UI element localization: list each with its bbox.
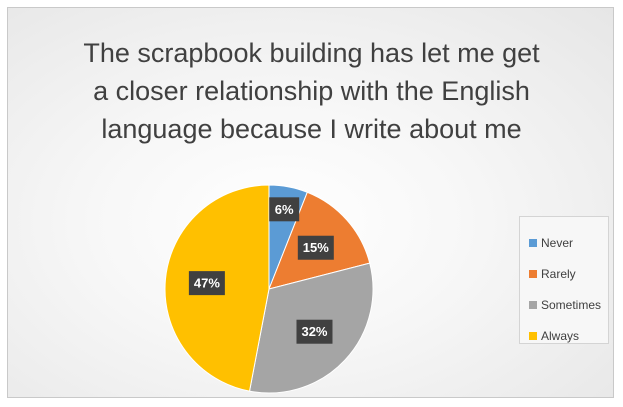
legend-item-never: Never (529, 227, 608, 258)
legend-swatch-never (529, 238, 537, 247)
legend-swatch-sometimes (529, 300, 537, 309)
data-label-text-rarely: 15% (303, 240, 329, 255)
chart-area: The scrapbook building has let me get a … (7, 7, 614, 398)
data-label-box-rarely (297, 235, 334, 260)
data-label-always: 47% (188, 271, 225, 296)
chart-title: The scrapbook building has let me get a … (28, 34, 595, 148)
data-label-sometimes: 32% (296, 319, 333, 344)
legend-item-sometimes: Sometimes (529, 289, 608, 320)
legend-item-rarely: Rarely (529, 258, 608, 289)
pie-chart: 6% 15% 32% 47% (164, 184, 374, 394)
chart-title-line-3: language because I write about me (101, 114, 522, 144)
legend-label-sometimes: Sometimes (541, 297, 602, 312)
data-label-rarely: 15% (297, 235, 334, 260)
legend: Never Rarely Sometimes Always (519, 216, 609, 344)
data-label-never: 6% (269, 197, 300, 222)
chart-title-line-1: The scrapbook building has let me get (83, 38, 540, 68)
legend-label-always: Always (541, 328, 580, 343)
legend-swatch-rarely (529, 269, 537, 278)
legend-swatch-always (529, 331, 537, 340)
legend-label-rarely: Rarely (541, 266, 576, 281)
data-label-box-never (269, 197, 300, 222)
legend-label-never: Never (541, 235, 574, 250)
data-label-text-sometimes: 32% (301, 324, 327, 339)
data-label-box-sometimes (296, 319, 333, 344)
data-label-text-never: 6% (275, 202, 294, 217)
data-label-box-always (188, 271, 225, 296)
legend-item-always: Always (529, 320, 608, 351)
data-label-text-always: 47% (194, 276, 220, 291)
chart-title-line-2: a closer relationship with the English (93, 76, 530, 106)
